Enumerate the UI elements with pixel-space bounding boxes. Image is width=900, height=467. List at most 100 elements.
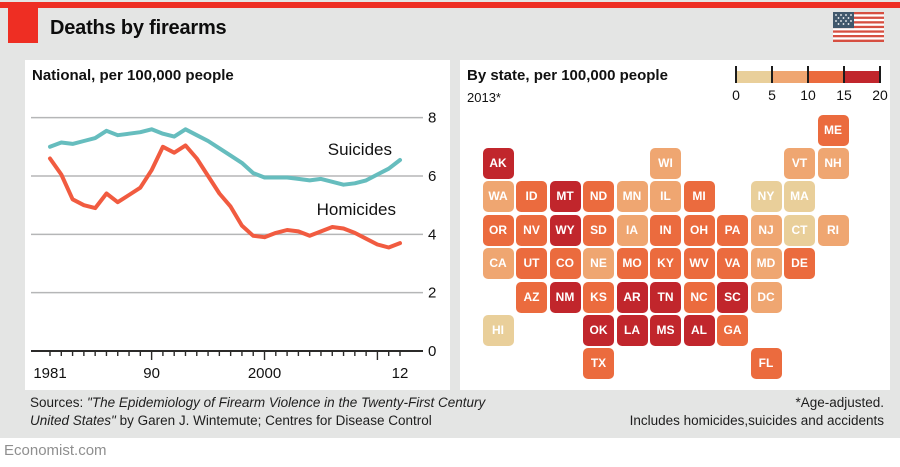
- state-tile-AK: AK: [482, 147, 514, 179]
- map-title: By state, per 100,000 people: [467, 67, 668, 84]
- graphic-background: Deaths by firearms National, per 100,000…: [0, 0, 900, 438]
- x-axis-label-1981: 1981: [33, 365, 66, 382]
- state-tile-TN: TN: [650, 281, 681, 313]
- state-tile-AZ: AZ: [516, 281, 547, 313]
- us-flag-icon: [833, 12, 884, 42]
- state-tile-FL: FL: [750, 348, 782, 380]
- state-tile-IA: IA: [616, 214, 648, 246]
- sources-prefix: Sources:: [30, 395, 88, 410]
- legend-tick-15: [843, 66, 845, 83]
- state-tile-MI: MI: [683, 181, 715, 213]
- legend-tick-5: [771, 66, 773, 83]
- state-tile-IL: IL: [650, 181, 681, 213]
- legend-segment-10-15: [808, 71, 844, 83]
- state-tile-LA: LA: [616, 314, 648, 346]
- state-tile-MS: MS: [650, 314, 681, 346]
- sources-rest: by Garen J. Wintemute; Centres for Disea…: [115, 413, 432, 428]
- state-tile-KS: KS: [583, 281, 614, 313]
- state-tile-OR: OR: [482, 214, 514, 246]
- state-tile-WA: WA: [482, 181, 514, 213]
- legend-label-10: 10: [800, 87, 816, 103]
- state-tile-VA: VA: [717, 248, 748, 280]
- x-axis-label-2000: 2000: [248, 365, 281, 382]
- state-tile-ID: ID: [516, 181, 547, 213]
- y-axis-label-4: 4: [428, 226, 436, 243]
- state-tile-CT: CT: [784, 214, 815, 246]
- state-tile-MN: MN: [616, 181, 648, 213]
- state-tile-SC: SC: [717, 281, 748, 313]
- state-tile-GA: GA: [717, 314, 748, 346]
- state-tile-MT: MT: [549, 181, 581, 213]
- state-tile-WV: WV: [683, 248, 715, 280]
- state-tile-AL: AL: [683, 314, 715, 346]
- state-tile-NM: NM: [549, 281, 581, 313]
- top-red-rule: [0, 2, 900, 8]
- state-tile-HI: HI: [482, 314, 514, 346]
- y-axis-label-8: 8: [428, 110, 436, 127]
- homicides-line: [48, 143, 402, 250]
- state-tile-DC: DC: [750, 281, 782, 313]
- legend-label-20: 20: [872, 87, 888, 103]
- state-tile-VT: VT: [784, 147, 815, 179]
- state-tile-UT: UT: [516, 248, 547, 280]
- state-tile-PA: PA: [717, 214, 748, 246]
- legend-tick-20: [879, 66, 881, 83]
- sources-title-line1: "The Epidemiology of Firearm Violence in…: [87, 395, 486, 410]
- state-tile-NY: NY: [750, 181, 782, 213]
- line-chart-title: National, per 100,000 people: [32, 67, 234, 84]
- state-tile-WI: WI: [650, 147, 681, 179]
- state-tile-NH: NH: [817, 147, 849, 179]
- state-tile-CO: CO: [549, 248, 581, 280]
- state-tile-NE: NE: [583, 248, 614, 280]
- national-line-chart-panel: National, per 100,000 people 0 2 4 6 8 1981 90…: [25, 60, 450, 390]
- state-tile-map: ME AK WI VT NH WA ID MT ND MN IL MI NY MA OR NV WY SD IA IN…: [460, 60, 890, 390]
- y-axis-label-0: 0: [428, 343, 436, 360]
- state-tile-KY: KY: [650, 248, 681, 280]
- state-tile-SD: SD: [583, 214, 614, 246]
- legend-label-0: 0: [732, 87, 740, 103]
- legend-segment-0-5: [736, 71, 772, 83]
- color-scale-legend: 0 5 10 15 20: [732, 66, 888, 110]
- state-tile-ND: ND: [583, 181, 614, 213]
- state-tile-IN: IN: [650, 214, 681, 246]
- legend-segment-5-10: [772, 71, 808, 83]
- x-axis-label-2012: 12: [392, 365, 409, 382]
- legend-tick-0: [735, 66, 737, 83]
- x-axis-label-1990: 90: [143, 365, 160, 382]
- state-tile-MO: MO: [616, 248, 648, 280]
- state-tile-OK: OK: [583, 314, 614, 346]
- legend-tick-10: [807, 66, 809, 83]
- state-tile-NJ: NJ: [750, 214, 782, 246]
- y-axis-label-6: 6: [428, 168, 436, 185]
- legend-label-15: 15: [836, 87, 852, 103]
- sources-note: Sources: "The Epidemiology of Firearm Vi…: [30, 394, 485, 430]
- state-tile-NC: NC: [683, 281, 715, 313]
- state-map-panel: By state, per 100,000 people 2013* 0 5 10 1…: [460, 60, 890, 390]
- legend-segment-15-20: [844, 71, 880, 83]
- state-tile-ME: ME: [817, 114, 849, 146]
- state-tile-AR: AR: [616, 281, 648, 313]
- line-chart: 0 2 4 6 8 1981 90 2000 12: [31, 110, 436, 382]
- sources-title-line2: United States": [30, 413, 116, 428]
- homicides-series-label: Homicides: [316, 200, 396, 219]
- suicides-series-label: Suicides: [327, 140, 392, 159]
- note-line1: *Age-adjusted.: [795, 395, 884, 410]
- top-red-tab: [8, 2, 38, 43]
- legend-label-5: 5: [768, 87, 776, 103]
- suicides-line: [48, 127, 402, 187]
- note-line2: Includes homicides,suicides and accident…: [629, 413, 884, 428]
- state-tile-WY: WY: [549, 214, 581, 246]
- economist-brand: Economist.com: [4, 442, 107, 459]
- map-subtitle: 2013*: [467, 90, 501, 105]
- age-adjusted-note: *Age-adjusted. Includes homicides,suicid…: [630, 394, 884, 430]
- y-axis-label-2: 2: [428, 285, 436, 302]
- state-tile-OH: OH: [683, 214, 715, 246]
- state-tile-DE: DE: [784, 248, 815, 280]
- state-tile-MA: MA: [784, 181, 815, 213]
- state-tile-CA: CA: [482, 248, 514, 280]
- page-title: Deaths by firearms: [50, 17, 227, 39]
- state-tile-MD: MD: [750, 248, 782, 280]
- state-tile-TX: TX: [583, 348, 614, 380]
- state-tile-NV: NV: [516, 214, 547, 246]
- state-tile-RI: RI: [817, 214, 849, 246]
